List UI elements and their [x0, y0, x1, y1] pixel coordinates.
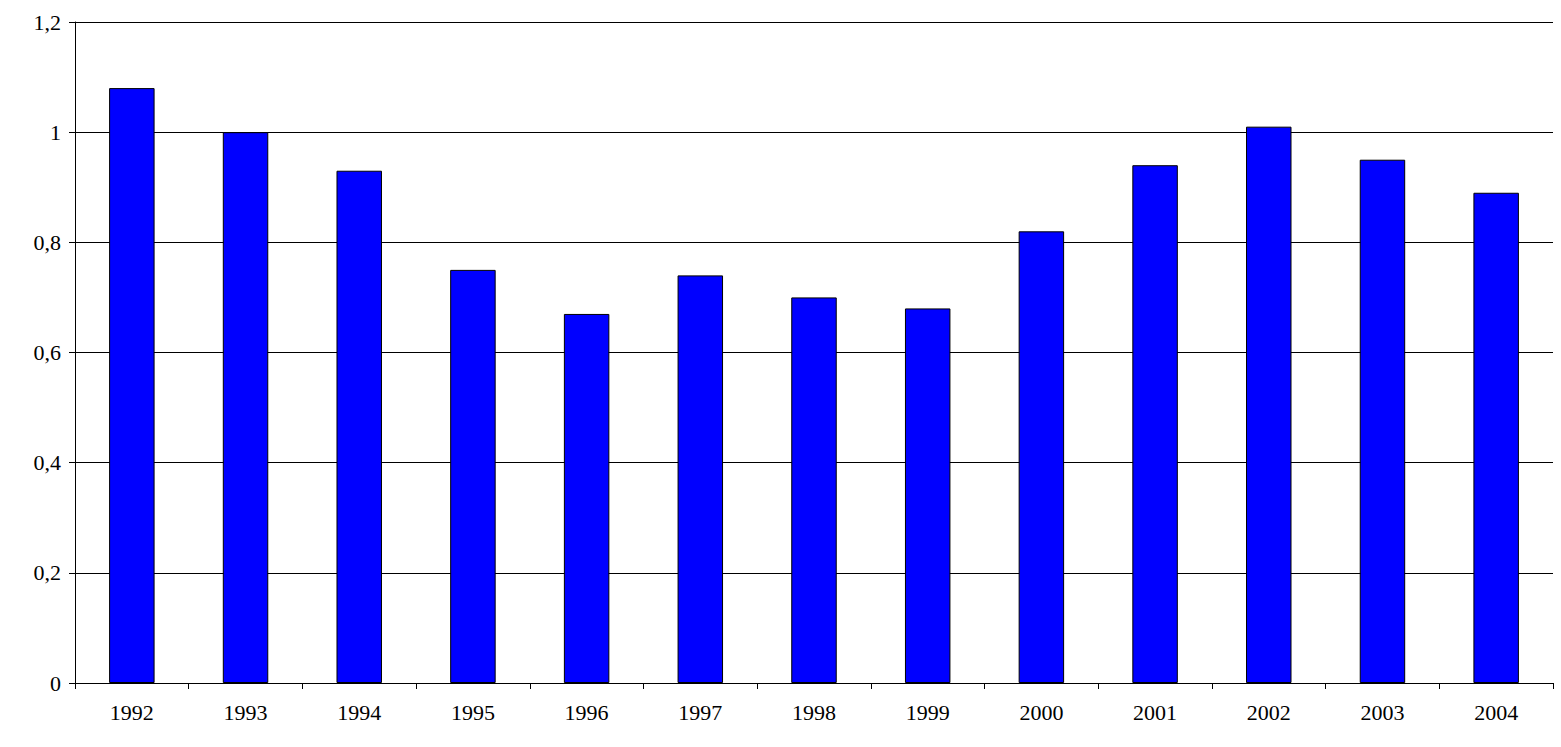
svg-text:1997: 1997	[678, 700, 722, 725]
svg-text:1999: 1999	[906, 700, 950, 725]
svg-text:2003: 2003	[1360, 700, 1404, 725]
svg-text:1993: 1993	[224, 700, 268, 725]
svg-text:2004: 2004	[1474, 700, 1518, 725]
svg-text:0,8: 0,8	[34, 230, 62, 255]
svg-text:1995: 1995	[451, 700, 495, 725]
svg-text:1998: 1998	[792, 700, 836, 725]
svg-text:0,2: 0,2	[34, 560, 62, 585]
svg-text:1994: 1994	[337, 700, 381, 725]
svg-text:0,6: 0,6	[34, 340, 62, 365]
svg-text:2000: 2000	[1019, 700, 1063, 725]
svg-text:0,4: 0,4	[34, 450, 62, 475]
svg-text:0: 0	[50, 671, 61, 696]
svg-text:1,2: 1,2	[34, 10, 62, 35]
svg-text:1996: 1996	[565, 700, 609, 725]
svg-text:2002: 2002	[1247, 700, 1291, 725]
svg-text:1992: 1992	[110, 700, 154, 725]
svg-text:1: 1	[50, 120, 61, 145]
svg-text:2001: 2001	[1133, 700, 1177, 725]
